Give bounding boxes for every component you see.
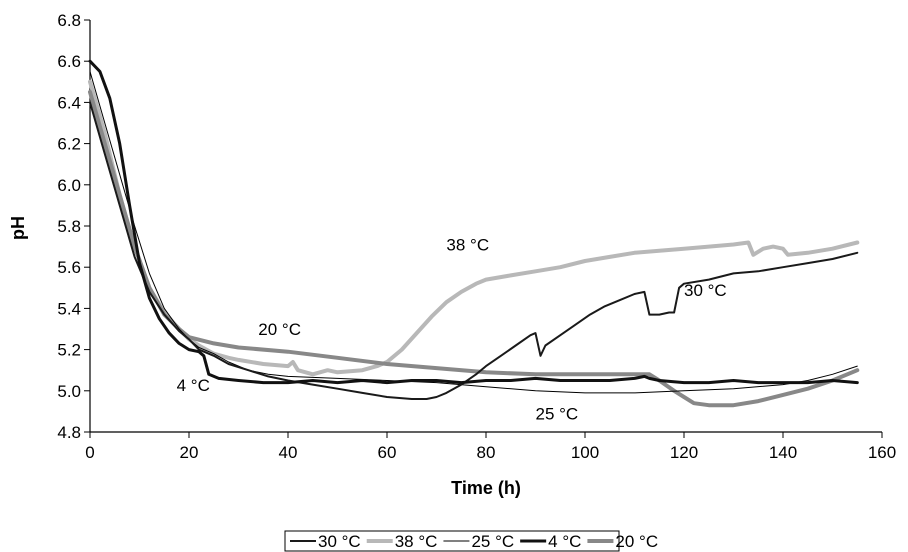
x-tick-label: 40: [279, 443, 298, 462]
y-tick-label: 6.4: [57, 93, 81, 112]
series-line-25Cc: [89, 71, 858, 394]
annotation-label: 4 °C: [177, 376, 210, 395]
x-tick-label: 120: [670, 443, 698, 462]
y-tick-label: 5.4: [57, 299, 81, 318]
series-group: [88, 59, 860, 408]
y-tick-label: 5.2: [57, 341, 81, 360]
legend-label: 38 °C: [395, 532, 438, 551]
y-tick-label: 4.8: [57, 423, 81, 442]
y-tick-label: 5.0: [57, 382, 81, 401]
annotation-label: 25 °C: [536, 405, 579, 424]
x-tick-label: 20: [180, 443, 199, 462]
x-axis-title: Time (h): [451, 478, 521, 498]
x-tick-label: 100: [571, 443, 599, 462]
legend-label: 30 °C: [318, 532, 361, 551]
legend-label: 20 °C: [615, 532, 658, 551]
y-axis-title: pH: [8, 216, 28, 240]
y-tick-label: 5.8: [57, 217, 81, 236]
y-tick-label: 6.0: [57, 176, 81, 195]
axes: 4.8 5.0 5.2 5.4 5.6 5.8 6.0 6.2 6.4 6.6 6.8 0 20 40 60…: [57, 11, 896, 462]
y-tick-label: 6.8: [57, 11, 81, 30]
legend-label: 4 °C: [548, 532, 581, 551]
x-tick-label: 140: [769, 443, 797, 462]
x-tick-label: 80: [477, 443, 496, 462]
annotation-label: 30 °C: [684, 281, 727, 300]
y-tick-label: 5.6: [57, 258, 81, 277]
annotation-label: 20 °C: [258, 320, 301, 339]
series-line-30Cc: [89, 101, 859, 400]
y-tick-label: 6.6: [57, 52, 81, 71]
annotation-label: 38 °C: [446, 236, 489, 255]
annotations-group: 38 °C 30 °C 20 °C 4 °C 25 °C: [177, 236, 727, 424]
x-tick-label: 0: [85, 443, 94, 462]
series-line-4Cc: [88, 59, 859, 385]
series-line-38Cc: [88, 79, 860, 377]
x-tick-label: 60: [378, 443, 397, 462]
y-tick-label: 6.2: [57, 135, 81, 154]
legend: 30 °C 38 °C 25 °C 4 °C 20 °C: [284, 530, 658, 552]
legend-label: 25 °C: [471, 532, 514, 551]
x-tick-label: 160: [868, 443, 896, 462]
